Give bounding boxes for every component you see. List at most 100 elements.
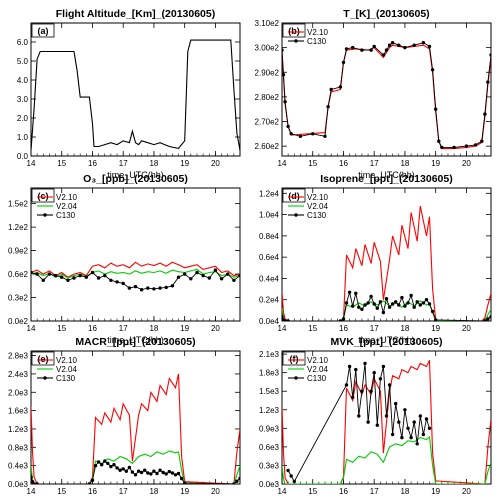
x-tick-label: 17 [370,159,379,168]
y-tick-label: 3.00e2 [255,44,280,53]
x-tick-label: 15 [57,159,66,168]
data-point-c130 [338,85,343,89]
data-point-c130 [283,100,287,104]
data-point-c130 [213,268,218,272]
data-point-c130 [406,426,410,430]
y-tick-label: 1.6e3 [8,407,29,416]
data-point-c130 [434,318,438,321]
data-point-c130 [427,44,432,49]
data-point-c130 [369,389,373,393]
x-tick-label: 15 [308,324,317,333]
data-point-c130 [60,275,64,279]
x-tick-label: 18 [149,487,158,496]
data-point-c130 [418,303,422,307]
data-point-c130 [394,401,398,406]
x-tick-label: 19 [431,487,440,496]
data-point-c130 [112,463,116,467]
y-tick-label: 1.0e4 [259,211,280,220]
x-tick-label: 17 [119,487,128,496]
legend-entry-v2-10: V2.10 [307,193,328,202]
y-tick-label: 1.2e3 [259,406,280,415]
data-point-c130 [139,288,144,292]
y-tick-label: 0.9e3 [259,424,280,433]
x-axis-label: time_UTC(hh) [107,170,164,180]
data-point-c130 [384,297,389,301]
data-point-c130 [397,303,401,307]
x-tick-label: 14 [278,159,287,168]
series-line-v2-10 [282,360,491,484]
y-tick-label: 0.0e3 [8,480,29,489]
data-point-c130 [121,281,125,286]
data-point-c130 [394,300,398,304]
data-point-c130 [109,464,113,469]
data-point-c130 [173,473,178,477]
x-tick-label: 15 [308,487,317,496]
data-point-c130 [390,41,395,45]
panel-label-box [31,23,55,38]
x-tick-label: 18 [400,159,409,168]
data-point-c130 [427,426,432,430]
y-tick-label: 1.5e3 [259,387,280,396]
data-point-c130 [473,143,478,147]
data-point-c130 [384,414,389,418]
data-point-c130 [66,278,70,282]
panel-f: (f) MVK_[ppt]_(20130605) 14 15 16 17 18 19 20 0.0… [259,336,492,502]
data-point-c130 [421,432,426,437]
panel-d: (d) Isoprene_[ppt]_(20130605) 14 15 16 17 18 19… [259,173,492,345]
panel-e: (e) MACR_[ppt]_(20130605) 14 15 16 17 18 19 20 0.… [8,336,241,502]
data-point-c130 [351,45,355,50]
data-point-c130 [109,278,113,282]
data-point-c130 [412,305,416,309]
data-point-c130 [434,107,438,111]
y-tick-label: 0.8e4 [259,232,280,241]
panel-label: (e) [38,354,49,364]
x-tick-label: 19 [431,324,440,333]
legend-marker-c130 [43,213,47,217]
data-point-c130 [406,301,410,305]
data-point-c130 [282,315,284,319]
legend-entry-c130: C130 [307,211,327,220]
data-point-c130 [464,144,469,148]
data-point-c130 [121,467,125,471]
panel-label-box [31,351,55,366]
data-point-c130 [158,286,162,290]
data-point-c130 [146,286,150,290]
y-tick-label: 0.0e3 [259,480,280,489]
data-point-c130 [427,302,432,306]
series-line-v2-10 [282,205,491,321]
data-point-c130 [139,470,144,475]
x-tick-label: 19 [431,159,440,168]
data-point-c130 [430,68,435,72]
legend-marker-c130 [294,376,298,380]
y-tick-label: 5.0 [17,57,29,66]
data-point-c130 [100,463,104,467]
data-point-c130 [480,139,484,143]
legend-entry-v2-04: V2.04 [307,365,328,374]
legend-marker-c130 [294,213,298,217]
y-tick-label: 2.1e3 [259,350,280,359]
y-tick-label: 3.10e2 [255,19,280,28]
x-tick-label: 16 [88,159,97,168]
data-point-c130 [164,285,168,290]
x-tick-label: 16 [88,487,97,496]
data-point-c130 [366,301,370,305]
data-point-c130 [424,298,429,302]
data-point-c130 [421,301,426,305]
y-tick-label: 0.3e2 [8,294,29,303]
data-point-c130 [381,364,386,369]
y-tick-label: 1.2e4 [259,189,280,198]
x-tick-label: 19 [180,159,189,168]
data-point-c130 [347,290,352,294]
data-point-c130 [232,482,236,484]
legend-marker-c130 [294,39,298,43]
data-point-c130 [143,468,147,472]
x-tick-label: 14 [27,159,36,168]
data-point-c130 [347,364,352,369]
panel-title: O₃_[ppb]_(20130605) [83,173,188,185]
data-point-c130 [183,481,187,484]
x-tick-label: 16 [339,487,348,496]
legend-entry-v2-10: V2.10 [56,356,77,365]
data-point-c130 [384,48,389,52]
y-tick-label: 0.2e4 [259,296,280,305]
data-point-c130 [118,468,122,472]
